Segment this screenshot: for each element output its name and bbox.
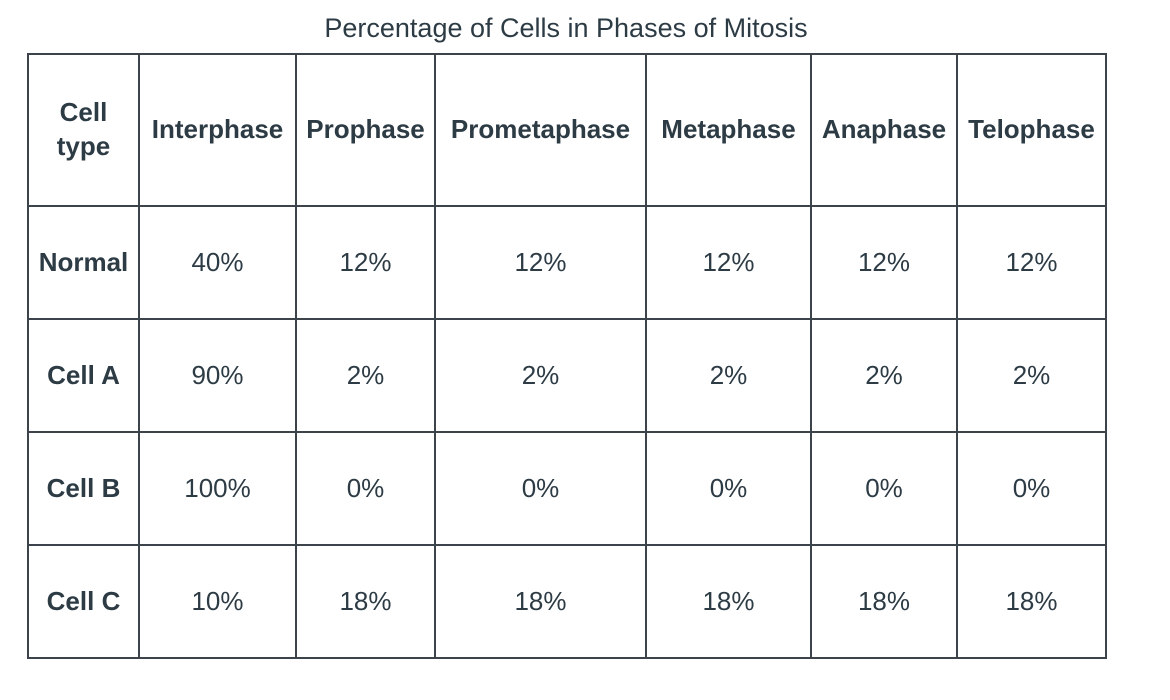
page: Percentage of Cells in Phases of Mitosis… (27, 13, 1107, 659)
cell-value: 90% (138, 318, 297, 433)
table-row-cell-a: Cell A 90% 2% 2% 2% 2% 2% (27, 318, 1107, 433)
column-header-prometaphase: Prometaphase (434, 53, 647, 207)
cell-value: 2% (434, 318, 647, 433)
cell-value: 18% (956, 544, 1107, 659)
cell-value: 18% (434, 544, 647, 659)
cell-value: 10% (138, 544, 297, 659)
cell-value: 12% (956, 205, 1107, 320)
header-row: Cell type Interphase Prophase Prometapha… (27, 53, 1107, 207)
cell-value: 12% (810, 205, 958, 320)
cell-value: 18% (810, 544, 958, 659)
mitosis-table: Cell type Interphase Prophase Prometapha… (27, 53, 1107, 659)
column-header-interphase: Interphase (138, 53, 297, 207)
cell-value: 12% (295, 205, 436, 320)
cell-value: 18% (645, 544, 812, 659)
cell-value: 2% (295, 318, 436, 433)
cell-value: 0% (434, 431, 647, 546)
row-label: Normal (27, 205, 140, 320)
cell-value: 0% (645, 431, 812, 546)
column-header-cell-type: Cell type (27, 53, 140, 207)
cell-value: 0% (295, 431, 436, 546)
row-label: Cell B (27, 431, 140, 546)
cell-value: 18% (295, 544, 436, 659)
table-row-normal: Normal 40% 12% 12% 12% 12% 12% (27, 205, 1107, 320)
cell-value: 2% (956, 318, 1107, 433)
cell-value: 2% (810, 318, 958, 433)
cell-value: 2% (645, 318, 812, 433)
column-header-metaphase: Metaphase (645, 53, 812, 207)
cell-value: 0% (810, 431, 958, 546)
cell-value: 40% (138, 205, 297, 320)
cell-value: 12% (645, 205, 812, 320)
row-label: Cell C (27, 544, 140, 659)
row-label: Cell A (27, 318, 140, 433)
cell-value: 0% (956, 431, 1107, 546)
cell-value: 12% (434, 205, 647, 320)
column-header-telophase: Telophase (956, 53, 1107, 207)
table-row-cell-c: Cell C 10% 18% 18% 18% 18% 18% (27, 544, 1107, 659)
table-row-cell-b: Cell B 100% 0% 0% 0% 0% 0% (27, 431, 1107, 546)
column-header-prophase: Prophase (295, 53, 436, 207)
table-title: Percentage of Cells in Phases of Mitosis (324, 13, 808, 43)
column-header-anaphase: Anaphase (810, 53, 958, 207)
cell-value: 100% (138, 431, 297, 546)
